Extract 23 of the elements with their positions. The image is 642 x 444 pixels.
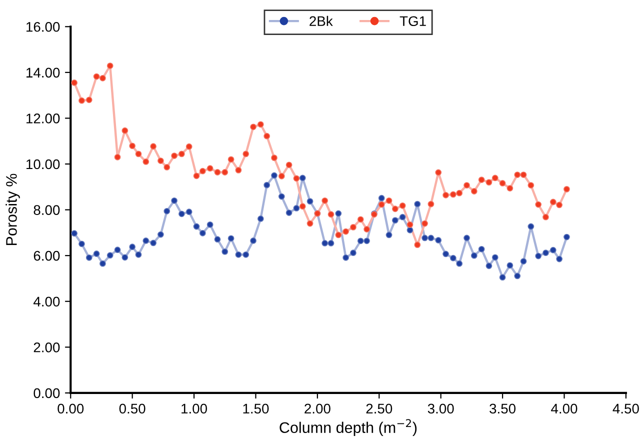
y-tick-label: 4.00: [33, 296, 60, 307]
y-axis-title: Porosity %: [6, 174, 20, 246]
x-tick-label: 3.00: [428, 404, 454, 414]
x-tick-label: 2.00: [304, 404, 330, 414]
y-tick-label: 12.00: [26, 114, 60, 124]
x-tick-label: 3.50: [490, 404, 516, 414]
y-tick-label: 16.00: [26, 22, 60, 32]
x-tick-label: 4.50: [612, 404, 639, 414]
y-tick-label: 8.00: [34, 205, 60, 215]
legend-label: 2Bk: [310, 16, 333, 26]
y-tick-label: 10.00: [26, 159, 60, 170]
x-tick-label: 1.50: [243, 404, 269, 414]
x-tick-label: 0.00: [58, 404, 84, 414]
y-tick-label: 6.00: [34, 250, 60, 261]
x-tick-label: 4.00: [551, 404, 578, 414]
y-tick-label: 0.00: [34, 388, 60, 398]
x-axis-title: Column depth (m$^{−2}$): [280, 419, 417, 436]
x-tick-label: 0.50: [119, 404, 146, 414]
x-tick-label: 1.00: [182, 404, 207, 414]
y-tick-label: 2.00: [34, 342, 60, 352]
y-tick-label: 14.00: [26, 68, 60, 78]
x-tick-label: 2.50: [366, 404, 392, 414]
legend-label: TG1: [400, 16, 426, 26]
